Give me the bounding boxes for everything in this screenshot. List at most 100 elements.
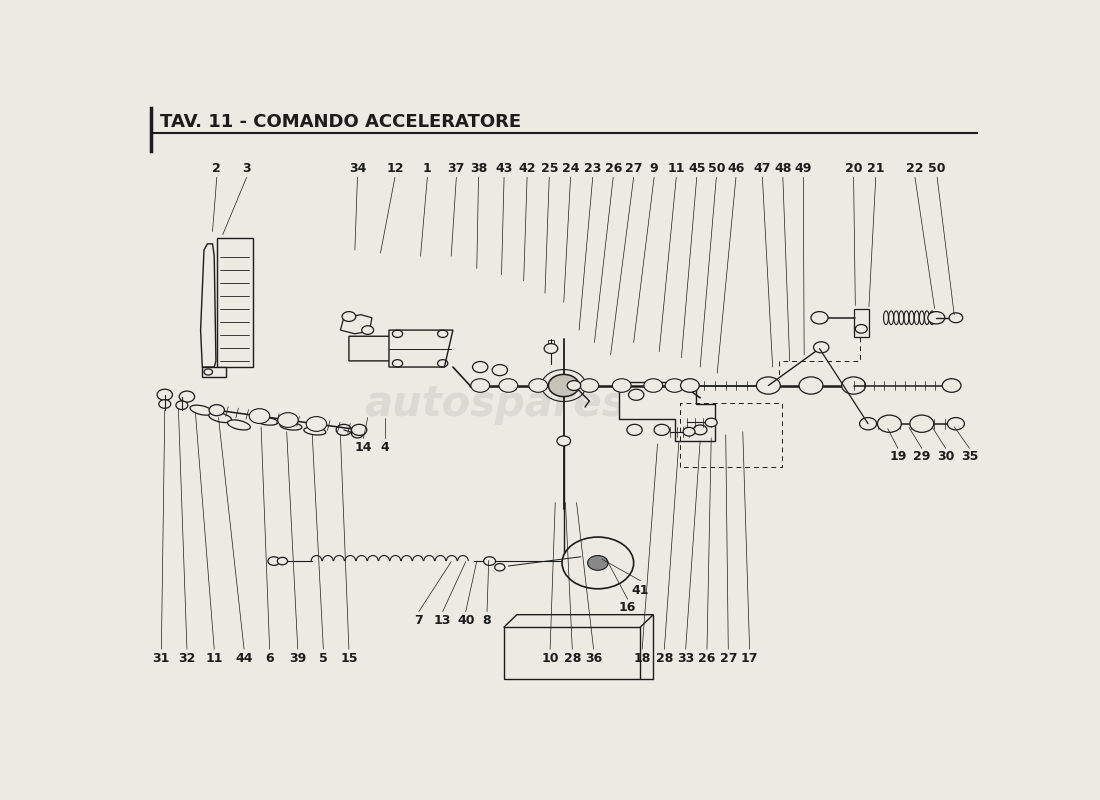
Text: 28: 28 — [656, 652, 673, 665]
Circle shape — [352, 424, 366, 435]
Polygon shape — [619, 382, 715, 441]
Circle shape — [949, 313, 962, 322]
Text: 11: 11 — [668, 162, 685, 175]
Text: 42: 42 — [518, 162, 536, 175]
Circle shape — [176, 401, 188, 410]
Circle shape — [910, 415, 934, 432]
Circle shape — [814, 342, 829, 353]
Polygon shape — [340, 314, 372, 334]
Text: 7: 7 — [415, 614, 424, 627]
Circle shape — [943, 378, 961, 392]
Text: 46: 46 — [727, 162, 745, 175]
Text: 28: 28 — [563, 652, 581, 665]
Bar — [217, 238, 253, 367]
Text: 36: 36 — [585, 652, 602, 665]
Circle shape — [568, 381, 581, 390]
Circle shape — [473, 362, 488, 373]
Text: 34: 34 — [349, 162, 366, 175]
Text: 5: 5 — [319, 652, 328, 665]
Text: 22: 22 — [906, 162, 924, 175]
Text: TAV. 11 - COMANDO ACCELERATORE: TAV. 11 - COMANDO ACCELERATORE — [160, 114, 520, 131]
Text: 45: 45 — [688, 162, 705, 175]
Text: 21: 21 — [867, 162, 884, 175]
Polygon shape — [854, 309, 869, 338]
Text: 50: 50 — [707, 162, 725, 175]
Text: 4: 4 — [381, 441, 389, 454]
Circle shape — [492, 365, 507, 376]
Circle shape — [628, 390, 643, 400]
Ellipse shape — [228, 420, 251, 430]
Text: 16: 16 — [619, 601, 637, 614]
Text: 15: 15 — [340, 652, 358, 665]
Text: autospares: autospares — [364, 383, 627, 425]
Circle shape — [306, 417, 327, 431]
Text: 39: 39 — [289, 652, 307, 665]
Circle shape — [277, 413, 298, 427]
Circle shape — [499, 378, 518, 392]
Ellipse shape — [256, 418, 278, 425]
Circle shape — [562, 537, 634, 589]
Circle shape — [352, 430, 363, 438]
Text: 47: 47 — [754, 162, 771, 175]
Circle shape — [471, 378, 490, 392]
Circle shape — [627, 424, 642, 435]
Circle shape — [157, 390, 173, 400]
Circle shape — [683, 427, 695, 436]
Circle shape — [484, 557, 495, 566]
Circle shape — [337, 424, 352, 435]
Text: 17: 17 — [740, 652, 758, 665]
Ellipse shape — [280, 422, 301, 430]
Circle shape — [179, 391, 195, 402]
Text: 27: 27 — [625, 162, 642, 175]
Circle shape — [549, 374, 579, 397]
Text: 50: 50 — [928, 162, 946, 175]
Bar — [548, 340, 554, 347]
Text: 10: 10 — [541, 652, 559, 665]
Circle shape — [250, 409, 270, 423]
Text: 35: 35 — [961, 450, 978, 463]
Text: 27: 27 — [719, 652, 737, 665]
Text: 1: 1 — [424, 162, 431, 175]
Polygon shape — [389, 330, 453, 367]
Circle shape — [859, 418, 877, 430]
Text: 29: 29 — [913, 450, 931, 463]
Circle shape — [158, 400, 170, 408]
Circle shape — [681, 378, 700, 392]
Circle shape — [644, 378, 662, 392]
Circle shape — [693, 425, 707, 435]
Text: 26: 26 — [605, 162, 621, 175]
Text: 5: 5 — [573, 654, 580, 663]
Text: 3: 3 — [242, 162, 251, 175]
Text: 24: 24 — [562, 162, 580, 175]
Text: 30: 30 — [937, 450, 955, 463]
Circle shape — [557, 436, 571, 446]
Circle shape — [587, 555, 608, 570]
Text: 41: 41 — [631, 583, 649, 597]
Polygon shape — [200, 244, 216, 367]
Bar — [504, 627, 640, 679]
Circle shape — [277, 558, 287, 565]
Circle shape — [362, 326, 374, 334]
Text: 38: 38 — [470, 162, 487, 175]
Circle shape — [580, 378, 598, 392]
Circle shape — [947, 418, 965, 430]
Circle shape — [654, 424, 670, 435]
Circle shape — [811, 311, 828, 324]
Circle shape — [268, 557, 279, 566]
Text: 33: 33 — [676, 652, 694, 665]
Text: 12: 12 — [386, 162, 404, 175]
Text: 44: 44 — [235, 652, 253, 665]
Text: 9: 9 — [650, 162, 659, 175]
Text: 37: 37 — [448, 162, 465, 175]
Circle shape — [757, 377, 780, 394]
Ellipse shape — [304, 427, 326, 435]
Circle shape — [613, 378, 631, 392]
Text: 8: 8 — [483, 614, 492, 627]
Text: 19: 19 — [889, 450, 906, 463]
Circle shape — [842, 377, 866, 394]
Text: 2: 2 — [212, 162, 221, 175]
Text: 31: 31 — [153, 652, 170, 665]
Text: 48: 48 — [774, 162, 792, 175]
Circle shape — [209, 405, 224, 416]
Text: 49: 49 — [794, 162, 812, 175]
